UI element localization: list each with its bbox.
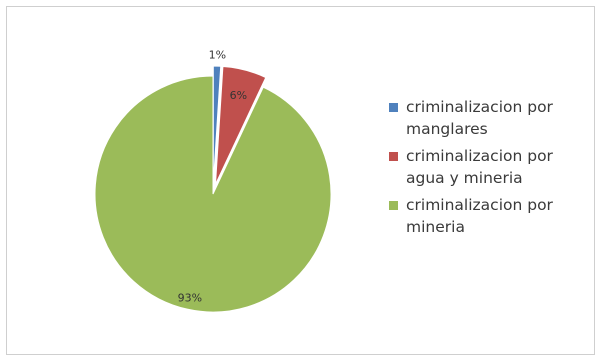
legend-label-agua-mineria: criminalizacion por agua y mineria: [406, 147, 553, 187]
data-label-agua-mineria: 6%: [230, 89, 247, 102]
legend-item-agua-mineria: criminalizacion por agua y mineria: [389, 145, 594, 189]
chart-area: 1% 6% 93% criminalizacion por manglares cr…: [6, 6, 595, 355]
legend-swatch-agua-mineria: [389, 152, 398, 161]
legend-item-mineria: criminalizacion por mineria: [389, 194, 594, 238]
legend-swatch-manglares: [389, 103, 398, 112]
legend: criminalizacion por manglares criminaliz…: [389, 96, 594, 243]
pie-chart: 1% 6% 93%: [94, 48, 332, 313]
data-label-mineria: 93%: [178, 292, 202, 305]
legend-swatch-mineria: [389, 201, 398, 210]
legend-label-mineria: criminalizacion por mineria: [406, 196, 553, 236]
legend-item-manglares: criminalizacion por manglares: [389, 96, 594, 140]
data-label-manglares: 1%: [209, 48, 226, 61]
slice-mineria: [94, 75, 332, 313]
slice-agua-mineria: [214, 66, 267, 185]
legend-label-manglares: criminalizacion por manglares: [406, 98, 553, 138]
slice-manglares: [212, 65, 222, 185]
